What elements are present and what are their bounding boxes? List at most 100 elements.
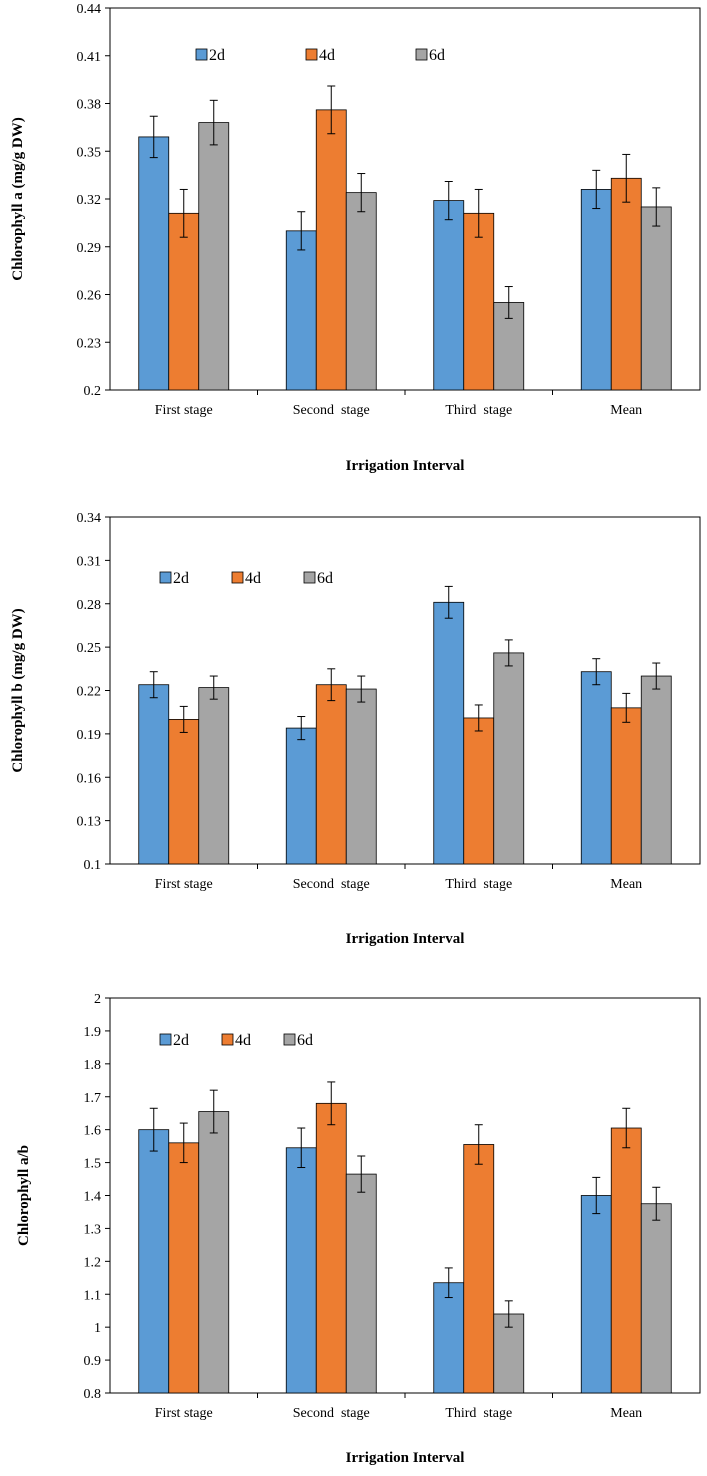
legend-label-6d: 6d (429, 47, 445, 64)
bar-2d-2 (285, 230, 317, 391)
bar-4d-4 (610, 177, 642, 391)
bar-4d-2 (315, 684, 347, 865)
x-category-label: Third stage (445, 403, 512, 418)
y-tick-label: 0.28 (77, 598, 102, 613)
y-tick-label: 1.4 (84, 1190, 102, 1205)
legend-swatch-6d (303, 571, 316, 584)
x-category-label: Mean (610, 403, 642, 418)
bar-2d-1 (138, 684, 170, 865)
x-category-label: Mean (610, 877, 642, 892)
bar-2d-3 (433, 601, 465, 865)
legend-label-2d: 2d (173, 1032, 189, 1049)
y-tick-label: 1.7 (84, 1091, 102, 1106)
chart-panel-3: 0.8 0.9 1 1.1 1.2 1.3 1.4 1.5 1.6 1.7 1.8 1.9 2 First… (16, 992, 701, 1466)
y-tick-label: 0.25 (77, 641, 102, 656)
y-axis-title: Chlorophyll b (mg/g DW) (10, 608, 26, 772)
legend-swatch-6d (415, 48, 428, 61)
y-tick-label: 0.32 (77, 193, 102, 208)
x-axis-title: Irrigation Interval (346, 1450, 465, 1466)
legend-label-2d: 2d (209, 47, 225, 64)
bar-2d-1 (138, 136, 170, 391)
bar-6d-2 (345, 192, 377, 391)
y-tick-label: 0.35 (77, 145, 102, 160)
y-tick-label: 0.8 (84, 1387, 102, 1402)
y-tick-label: 1.5 (84, 1157, 102, 1172)
bar-2d-4 (580, 189, 612, 391)
legend-swatch-2d (195, 48, 208, 61)
bar-4d-1 (168, 719, 200, 865)
bar-4d-2 (315, 109, 347, 391)
bar-2d-4 (580, 671, 612, 865)
legend-label-2d: 2d (173, 570, 189, 587)
y-tick-label: 0.31 (77, 554, 102, 569)
bar-2d-3 (433, 1282, 465, 1394)
y-tick-label: 0.29 (77, 241, 102, 256)
legend-swatch-4d (305, 48, 318, 61)
bar-6d-1 (198, 1111, 230, 1394)
chart-panel-1: 0.2 0.23 0.26 0.29 0.32 0.35 0.38 0.41 0.44 First… (10, 2, 701, 474)
bar-4d-3 (463, 717, 495, 865)
y-tick-label: 0.9 (84, 1354, 102, 1369)
y-tick-label: 1.3 (84, 1222, 102, 1237)
bar-4d-3 (463, 1144, 495, 1394)
x-axis-title: Irrigation Interval (346, 458, 465, 474)
y-tick-label: 0.22 (77, 685, 102, 700)
bar-2d-4 (580, 1195, 612, 1394)
y-tick-label: 0.1 (84, 858, 102, 873)
bar-2d-1 (138, 1129, 170, 1394)
x-category-label: Second stage (293, 403, 370, 418)
y-tick-label: 1.8 (84, 1058, 102, 1073)
legend-label-4d: 4d (235, 1032, 251, 1049)
legend-label-4d: 4d (319, 47, 335, 64)
bar-6d-1 (198, 687, 230, 865)
x-category-label: Third stage (445, 1406, 512, 1421)
bar-4d-1 (168, 1142, 200, 1394)
bar-4d-4 (610, 707, 642, 865)
y-tick-label: 1.1 (84, 1288, 102, 1303)
legend-swatch-4d (231, 571, 244, 584)
y-tick-label: 0.13 (77, 815, 102, 830)
bar-2d-2 (285, 1147, 317, 1394)
legend-label-6d: 6d (317, 570, 333, 587)
bar-4d-3 (463, 212, 495, 391)
legend-swatch-2d (159, 1033, 172, 1046)
y-tick-label: 1.9 (84, 1025, 102, 1040)
y-tick-label: 0.2 (84, 384, 102, 399)
legend-label-4d: 4d (245, 570, 261, 587)
y-tick-label: 1.6 (84, 1124, 102, 1139)
legend-swatch-6d (283, 1033, 296, 1046)
bar-6d-4 (640, 206, 672, 391)
bar-6d-2 (345, 1173, 377, 1394)
x-axis-title: Irrigation Interval (346, 931, 465, 947)
bar-6d-4 (640, 1203, 672, 1394)
y-tick-label: 1.2 (84, 1255, 102, 1270)
y-tick-label: 1 (94, 1321, 101, 1336)
bar-4d-1 (168, 212, 200, 391)
bar-6d-1 (198, 122, 230, 391)
y-axis-title: Chlorophyll a/b (16, 1145, 32, 1246)
y-tick-label: 0.19 (77, 728, 102, 743)
chart-panel-2: 0.1 0.13 0.16 0.19 0.22 0.25 0.28 0.31 0.34 First… (10, 511, 701, 947)
x-category-label: Second stage (293, 1406, 370, 1421)
legend-swatch-2d (159, 571, 172, 584)
bar-6d-4 (640, 675, 672, 865)
y-tick-label: 0.34 (77, 511, 102, 526)
bar-6d-2 (345, 688, 377, 865)
bar-2d-3 (433, 200, 465, 391)
bar-2d-2 (285, 727, 317, 865)
legend-label-6d: 6d (297, 1032, 313, 1049)
bar-6d-3 (493, 652, 525, 865)
x-category-label: Second stage (293, 877, 370, 892)
y-tick-label: 0.41 (77, 50, 102, 65)
bar-4d-2 (315, 1102, 347, 1394)
x-category-label: First stage (155, 1406, 213, 1421)
x-category-label: Mean (610, 1406, 642, 1421)
x-category-label: First stage (155, 403, 213, 418)
x-category-label: First stage (155, 877, 213, 892)
y-tick-label: 0.44 (77, 2, 102, 17)
legend-swatch-4d (221, 1033, 234, 1046)
bar-4d-4 (610, 1127, 642, 1394)
y-tick-label: 2 (94, 992, 101, 1007)
y-tick-label: 0.26 (77, 289, 102, 304)
